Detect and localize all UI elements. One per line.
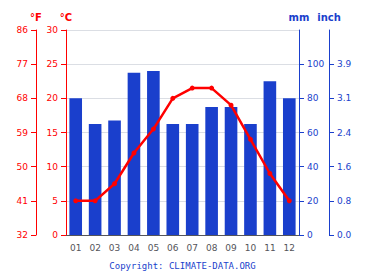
svg-text:0.8: 0.8: [337, 196, 352, 206]
svg-text:40: 40: [307, 162, 319, 172]
svg-text:08: 08: [206, 243, 218, 253]
svg-text:05: 05: [148, 243, 159, 253]
svg-text:3.1: 3.1: [337, 93, 351, 103]
svg-text:07: 07: [186, 243, 197, 253]
svg-text:0: 0: [307, 230, 313, 240]
svg-text:68: 68: [17, 93, 29, 103]
svg-text:Copyright: CLIMATE-DATA.ORG: Copyright: CLIMATE-DATA.ORG: [109, 261, 255, 271]
svg-text:12: 12: [284, 243, 295, 253]
svg-text:50: 50: [17, 162, 29, 172]
svg-text:°F: °F: [30, 12, 42, 23]
svg-text:10: 10: [245, 243, 257, 253]
svg-text:09: 09: [225, 243, 237, 253]
svg-text:60: 60: [307, 128, 319, 138]
svg-text:06: 06: [167, 243, 179, 253]
svg-text:86: 86: [17, 25, 29, 35]
svg-text:100: 100: [307, 59, 324, 69]
svg-text:80: 80: [307, 93, 319, 103]
svg-text:2.4: 2.4: [337, 128, 352, 138]
svg-text:inch: inch: [317, 12, 341, 23]
svg-text:01: 01: [70, 243, 81, 253]
svg-text:5: 5: [52, 196, 58, 206]
svg-text:11: 11: [264, 243, 275, 253]
svg-text:1.6: 1.6: [337, 162, 352, 172]
svg-text:59: 59: [17, 128, 29, 138]
svg-text:41: 41: [17, 196, 28, 206]
svg-text:15: 15: [47, 128, 58, 138]
svg-text:77: 77: [17, 59, 28, 69]
svg-text:25: 25: [47, 59, 58, 69]
svg-text:3.9: 3.9: [337, 59, 352, 69]
svg-text:°C: °C: [60, 12, 72, 23]
svg-text:20: 20: [307, 196, 319, 206]
svg-text:30: 30: [47, 25, 59, 35]
svg-text:0: 0: [52, 230, 58, 240]
svg-text:0.0: 0.0: [337, 230, 352, 240]
svg-text:10: 10: [47, 162, 59, 172]
svg-text:04: 04: [128, 243, 140, 253]
svg-text:03: 03: [109, 243, 120, 253]
svg-text:20: 20: [47, 93, 59, 103]
svg-text:32: 32: [17, 230, 28, 240]
svg-text:mm: mm: [289, 12, 310, 23]
svg-text:02: 02: [89, 243, 100, 253]
